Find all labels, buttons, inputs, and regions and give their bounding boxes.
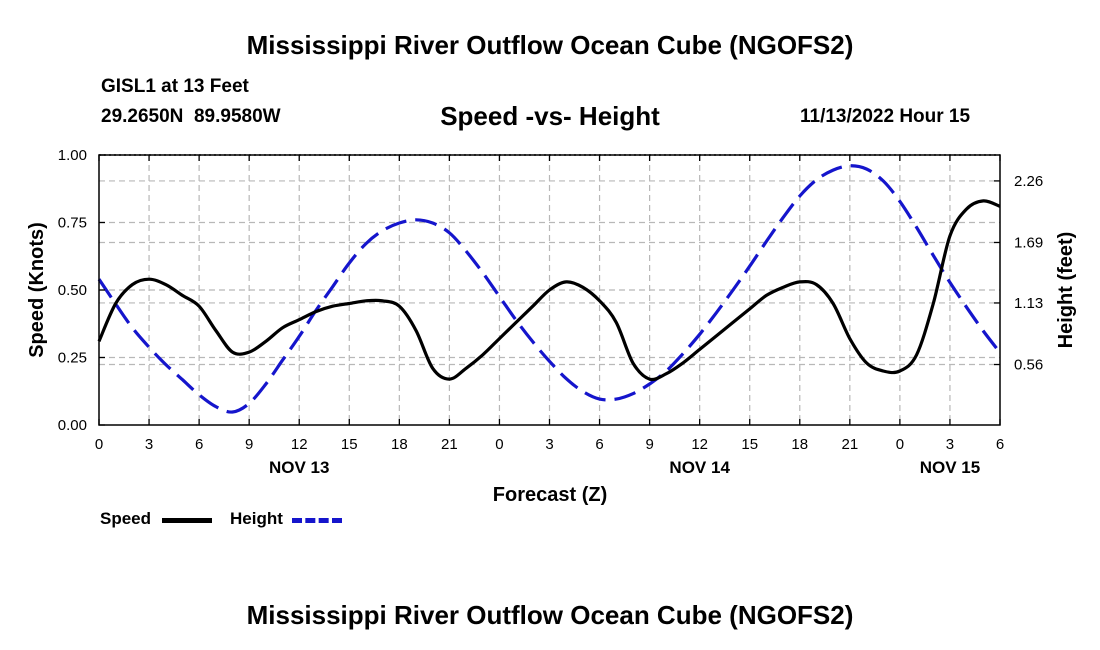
x-tick-label: 21	[441, 436, 458, 453]
x-tick-label: 6	[595, 436, 603, 453]
x-axis-label: Forecast (Z)	[493, 484, 607, 506]
legend-speed-swatch	[162, 518, 212, 523]
y-tick-label: 0.50	[58, 282, 87, 299]
x-tick-label: 3	[145, 436, 153, 453]
x-tick-label: 9	[245, 436, 253, 453]
x-tick-label: 3	[946, 436, 954, 453]
x-tick-label: 18	[391, 436, 408, 453]
y2-tick-label: 1.69	[1014, 234, 1043, 251]
x-tick-label: 0	[95, 436, 103, 453]
day-label: NOV 13	[269, 458, 329, 477]
x-tick-label: 6	[195, 436, 203, 453]
y-tick-label: 1.00	[58, 147, 87, 164]
footer-title: Mississippi River Outflow Ocean Cube (NG…	[246, 600, 854, 630]
station-coords: 29.2650N 89.9580W	[101, 106, 281, 127]
y-tick-label: 0.75	[58, 215, 87, 232]
legend-speed-label: Speed	[100, 509, 152, 528]
x-tick-label: 3	[545, 436, 553, 453]
height-series-line	[97, 164, 1002, 414]
x-tick-label: 18	[791, 436, 808, 453]
x-tick-label: 15	[741, 436, 758, 453]
chart-title: Speed -vs- Height	[440, 101, 660, 131]
speed-series-line	[97, 199, 1001, 382]
y2-axis-label: Height (feet)	[1055, 232, 1077, 349]
grid	[99, 155, 1000, 425]
x-tick-label: 12	[291, 436, 308, 453]
x-tick-label: 9	[645, 436, 653, 453]
axes: 0 3 6 9 12 15 18 21 0 3 6 9 12 15 18 21 0 3 6 0.00 0.25 0.50 0…	[58, 147, 1043, 477]
x-tick-label: 21	[841, 436, 858, 453]
speed-height-chart: 0 3 6 9 12 15 18 21 0 3 6 9 12 15 18 21 0 3 6 0.00 0.25 0.50 0…	[26, 101, 1077, 506]
run-time: 11/13/2022 Hour 15	[800, 106, 971, 127]
x-tick-label: 12	[691, 436, 708, 453]
y-tick-label: 0.00	[58, 417, 87, 434]
x-tick-label: 6	[996, 436, 1004, 453]
y-tick-label: 0.25	[58, 350, 87, 367]
x-tick-label: 15	[341, 436, 358, 453]
y2-tick-label: 1.13	[1014, 295, 1043, 312]
x-tick-label: 0	[896, 436, 904, 453]
page-title: Mississippi River Outflow Ocean Cube (NG…	[246, 30, 854, 60]
y2-tick-label: 0.56	[1014, 357, 1043, 374]
x-tick-label: 0	[495, 436, 503, 453]
series-layer	[97, 164, 1002, 414]
legend-height-label: Height	[230, 509, 283, 528]
day-label: NOV 15	[920, 458, 980, 477]
day-label: NOV 14	[669, 458, 730, 477]
y2-tick-label: 2.26	[1014, 173, 1043, 190]
legend-height-swatch	[292, 518, 342, 523]
station-name: GISL1 at 13 Feet	[101, 76, 249, 97]
y-axis-label: Speed (Knots)	[26, 222, 48, 358]
